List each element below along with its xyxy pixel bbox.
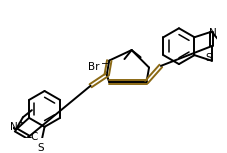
- Text: S: S: [205, 53, 211, 63]
- Text: S: S: [37, 143, 44, 153]
- Text: N: N: [209, 28, 216, 39]
- Text: C: C: [31, 132, 38, 142]
- Text: Br: Br: [88, 62, 99, 72]
- Text: +: +: [17, 118, 24, 127]
- Text: N: N: [10, 122, 18, 132]
- Text: −: −: [100, 59, 108, 69]
